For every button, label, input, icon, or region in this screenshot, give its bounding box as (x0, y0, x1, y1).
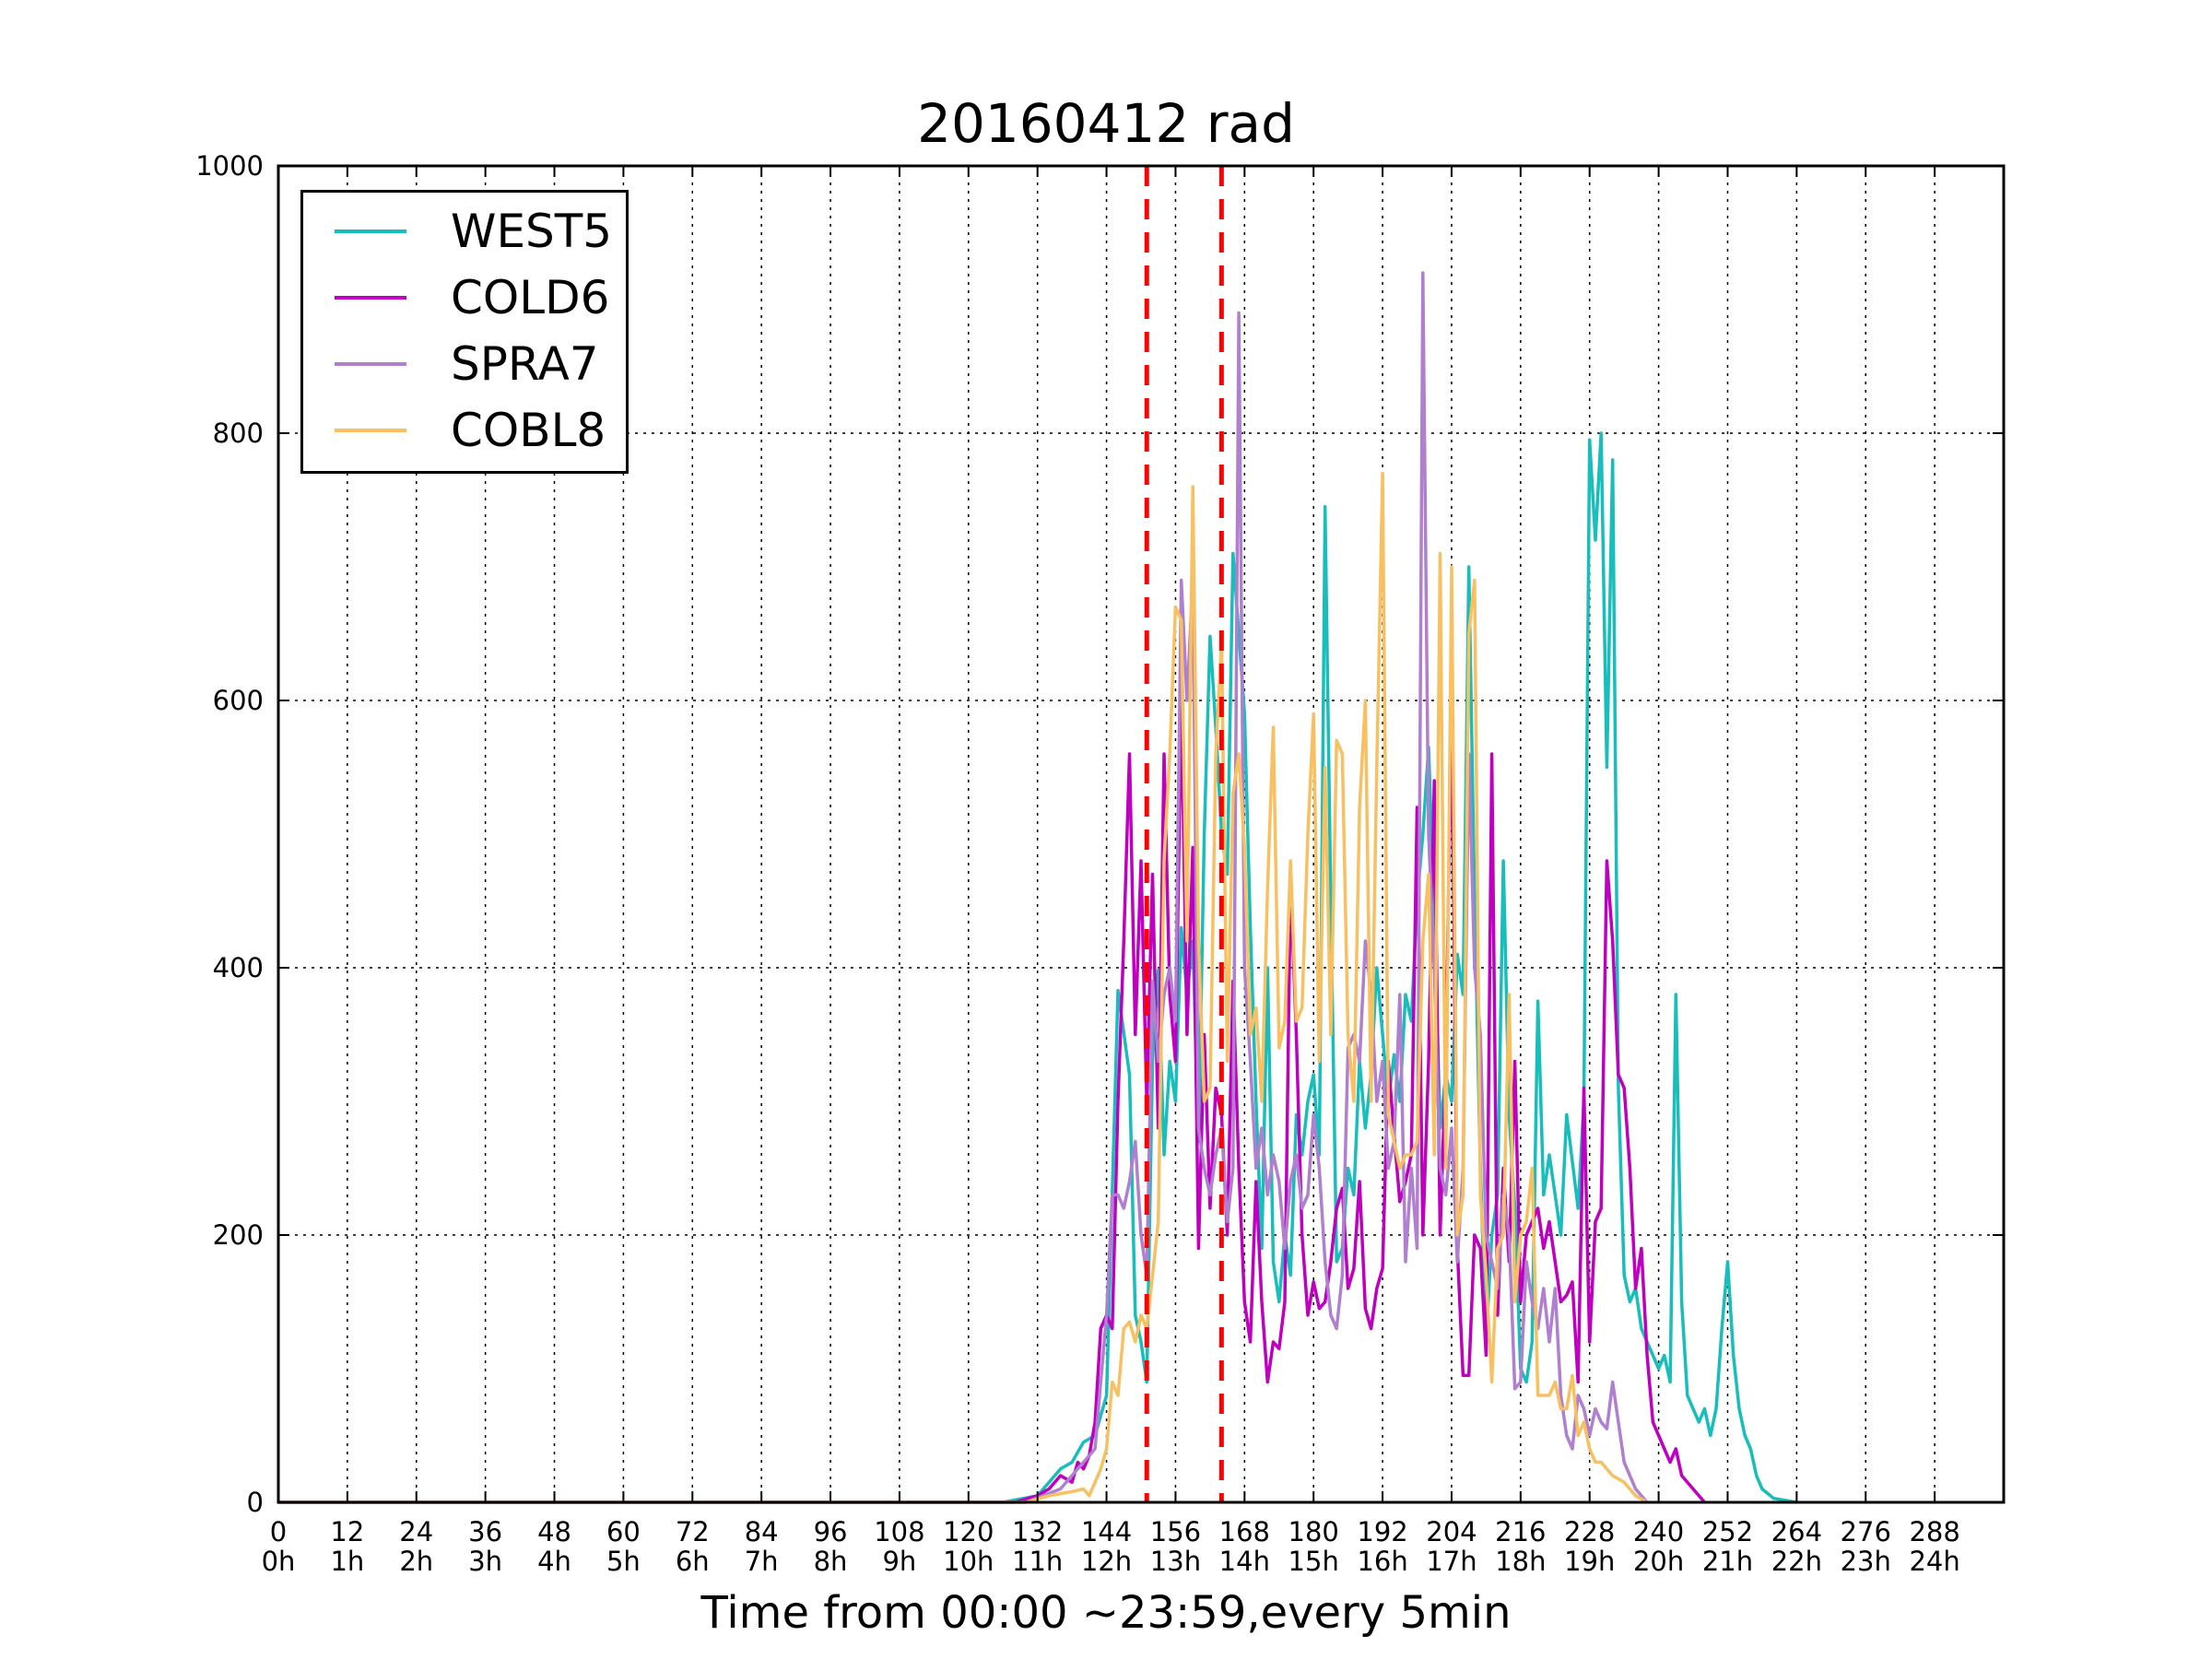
y-tick-label: 0 (247, 1487, 264, 1518)
x-tick-label: 60 (606, 1516, 641, 1547)
x-tick-sublabel: 8h (814, 1546, 848, 1577)
x-tick-sublabel: 10h (943, 1546, 994, 1577)
x-tick-label: 252 (1702, 1516, 1753, 1547)
x-tick-sublabel: 16h (1357, 1546, 1407, 1577)
x-tick-label: 36 (468, 1516, 502, 1547)
x-tick-label: 204 (1426, 1516, 1477, 1547)
x-tick-label: 132 (1012, 1516, 1063, 1547)
x-tick-label: 228 (1564, 1516, 1615, 1547)
x-tick-label: 180 (1288, 1516, 1339, 1547)
y-tick-label: 600 (213, 685, 264, 716)
x-tick-sublabel: 12h (1081, 1546, 1132, 1577)
x-tick-label: 108 (874, 1516, 924, 1547)
x-tick-sublabel: 9h (882, 1546, 916, 1577)
x-tick-label: 240 (1633, 1516, 1684, 1547)
y-tick-label: 200 (213, 1219, 264, 1251)
legend-item-cold6: COLD6 (303, 270, 626, 325)
x-tick-sublabel: 13h (1150, 1546, 1201, 1577)
x-tick-sublabel: 18h (1495, 1546, 1546, 1577)
series-line-cold6 (278, 699, 1706, 1504)
x-axis-label: Time from 00:00 ~23:59,every 5min (700, 1587, 1512, 1639)
x-tick-sublabel: 23h (1841, 1546, 1891, 1577)
x-tick-sublabel: 11h (1012, 1546, 1063, 1577)
legend-item-cobl8: COBL8 (303, 403, 626, 458)
x-tick-sublabel: 14h (1219, 1546, 1270, 1577)
x-tick-label: 276 (1841, 1516, 1891, 1547)
x-tick-label: 48 (537, 1516, 571, 1547)
x-tick-sublabel: 4h (537, 1546, 571, 1577)
x-tick-label: 168 (1219, 1516, 1270, 1547)
chart-title: 20160412 rad (917, 92, 1295, 155)
x-tick-label: 12 (330, 1516, 364, 1547)
x-tick-label: 120 (943, 1516, 994, 1547)
legend-item-west5: WEST5 (303, 204, 626, 259)
x-tick-sublabel: 0h (262, 1546, 296, 1577)
x-tick-sublabel: 1h (330, 1546, 364, 1577)
legend-label-cold6: COLD6 (451, 271, 610, 324)
x-tick-label: 144 (1081, 1516, 1132, 1547)
x-tick-sublabel: 7h (745, 1546, 779, 1577)
y-tick-label: 1000 (195, 150, 264, 182)
x-tick-sublabel: 2h (399, 1546, 433, 1577)
legend: WEST5 COLD6 SPRA7 COBL8 (300, 190, 629, 474)
series-line-spra7 (278, 271, 1649, 1504)
legend-label-west5: WEST5 (451, 205, 613, 258)
x-tick-label: 216 (1495, 1516, 1546, 1547)
x-tick-label: 0 (270, 1516, 287, 1547)
x-tick-sublabel: 17h (1426, 1546, 1477, 1577)
x-tick-sublabel: 19h (1564, 1546, 1615, 1577)
x-tick-label: 192 (1357, 1516, 1407, 1547)
x-tick-sublabel: 22h (1771, 1546, 1822, 1577)
legend-swatch-spra7 (335, 362, 406, 366)
x-tick-sublabel: 21h (1702, 1546, 1753, 1577)
x-tick-sublabel: 24h (1909, 1546, 1959, 1577)
x-tick-sublabel: 15h (1288, 1546, 1339, 1577)
legend-label-cobl8: COBL8 (451, 404, 606, 457)
x-tick-sublabel: 5h (606, 1546, 641, 1577)
x-tick-label: 24 (399, 1516, 433, 1547)
x-tick-label: 264 (1771, 1516, 1822, 1547)
x-tick-label: 156 (1150, 1516, 1201, 1547)
legend-swatch-west5 (335, 229, 406, 233)
x-tick-sublabel: 20h (1633, 1546, 1684, 1577)
x-tick-label: 288 (1909, 1516, 1959, 1547)
y-tick-label: 800 (213, 418, 264, 449)
axes-frame (276, 164, 2006, 1504)
x-tick-label: 72 (676, 1516, 710, 1547)
legend-label-spra7: SPRA7 (451, 337, 599, 391)
x-tick-label: 96 (814, 1516, 848, 1547)
y-tick-label: 400 (213, 952, 264, 983)
series-line-west5 (278, 431, 1797, 1504)
legend-swatch-cobl8 (335, 429, 406, 432)
legend-item-spra7: SPRA7 (303, 336, 626, 392)
x-tick-label: 84 (745, 1516, 779, 1547)
x-tick-sublabel: 3h (468, 1546, 502, 1577)
series-line-cobl8 (278, 471, 1648, 1504)
legend-swatch-cold6 (335, 296, 406, 300)
x-tick-sublabel: 6h (676, 1546, 710, 1577)
